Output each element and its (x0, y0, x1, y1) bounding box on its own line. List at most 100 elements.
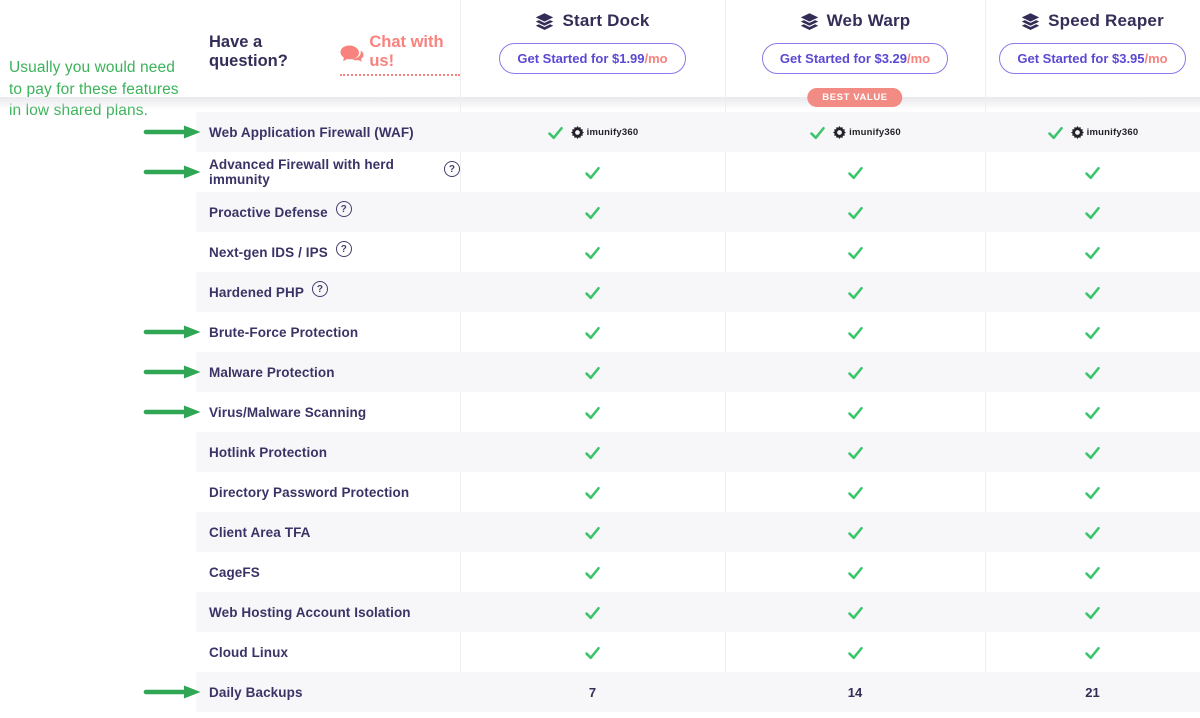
check-icon (847, 524, 864, 541)
layers-icon (1021, 12, 1040, 31)
feature-label: Virus/Malware Scanning (209, 404, 367, 420)
table-row: Daily Backups 7 14 21 (143, 672, 1200, 712)
plan-header-start-dock: Start Dock Get Started for $1.99/mo (460, 0, 725, 97)
plan-value-cell: imunify360 (460, 124, 725, 141)
plan-value-cell (460, 164, 725, 181)
plan-value-cell (725, 564, 985, 581)
check-icon (1084, 284, 1101, 301)
cta-label: Get Started for $3.95 (1017, 51, 1145, 66)
have-a-question-cell: Have a question? Chat with us! (196, 0, 460, 97)
table-header: Have a question? Chat with us! (196, 0, 1200, 107)
plan-value-cell (985, 404, 1200, 421)
question-circle-icon[interactable]: ? (335, 241, 352, 257)
plan-value-cell: 21 (985, 685, 1200, 700)
plan-value-cell (460, 284, 725, 301)
feature-label: Proactive Defense (209, 204, 328, 220)
feature-label-cell: Web Application Firewall (WAF) (196, 125, 460, 140)
feature-label: Cloud Linux (209, 644, 289, 660)
cta-per-month: /mo (644, 51, 668, 66)
feature-rows: Web Application Firewall (WAF) imunify360… (143, 112, 1200, 712)
plan-value-cell: 14 (725, 685, 985, 700)
layers-icon (535, 12, 554, 31)
plan-value-cell (460, 484, 725, 501)
plan-header-web-warp: Web Warp Get Started for $3.29/mo BEST V… (725, 0, 985, 107)
check-icon (584, 164, 601, 181)
plan-value-cell (725, 324, 985, 341)
plan-value-cell (725, 364, 985, 381)
annotation-arrow-icon (143, 325, 201, 339)
plan-value-cell (460, 324, 725, 341)
plan-name: Web Warp (826, 11, 911, 30)
plan-value-cell (985, 524, 1200, 541)
check-icon (847, 204, 864, 221)
check-icon (1084, 324, 1101, 341)
check-icon (584, 364, 601, 381)
feature-label: Web Application Firewall (WAF) (209, 124, 414, 140)
check-icon (1084, 164, 1101, 181)
feature-label: Malware Protection (209, 364, 335, 380)
check-icon (1084, 444, 1101, 461)
feature-label-cell: Daily Backups (196, 685, 460, 700)
question-circle-icon[interactable]: ? (444, 161, 460, 177)
plan-value-cell (985, 164, 1200, 181)
annotation-arrow-icon (143, 405, 201, 419)
table-row: Malware Protection (143, 352, 1200, 392)
check-icon (847, 444, 864, 461)
check-icon (584, 524, 601, 541)
feature-label-cell: Advanced Firewall with herd immunity? (196, 157, 460, 187)
cta-label: Get Started for $3.29 (779, 51, 908, 66)
get-started-button[interactable]: Get Started for $3.95/mo (999, 43, 1186, 74)
check-icon (584, 644, 601, 661)
check-icon (847, 364, 864, 381)
plan-value-cell (725, 524, 985, 541)
feature-label-cell: Proactive Defense? (196, 201, 460, 220)
chat-with-us-link[interactable]: Chat with us! (340, 33, 460, 76)
plan-value-cell (725, 444, 985, 461)
table-row: Directory Password Protection (196, 472, 1200, 512)
plan-value-cell (460, 564, 725, 581)
check-icon (1084, 404, 1101, 421)
table-row: Next-gen IDS / IPS? (196, 232, 1200, 272)
feature-label: Advanced Firewall with herd immunity (209, 157, 394, 187)
check-icon (584, 324, 601, 341)
plan-value-cell (725, 204, 985, 221)
question-circle-icon[interactable]: ? (335, 201, 352, 217)
check-icon (1084, 604, 1101, 621)
plan-value-cell (985, 484, 1200, 501)
get-started-button[interactable]: Get Started for $3.29/mo (761, 43, 949, 74)
plan-value-cell (985, 644, 1200, 661)
feature-label-cell: Brute-Force Protection (196, 325, 460, 340)
cta-label: Get Started for $1.99 (517, 51, 645, 66)
plan-value: 7 (588, 684, 597, 700)
imunify360-gear-icon (1070, 125, 1084, 139)
plan-value-cell (460, 364, 725, 381)
plan-value-cell (985, 444, 1200, 461)
check-icon (1084, 484, 1101, 501)
plan-header-speed-reaper: Speed Reaper Get Started for $3.95/mo (985, 0, 1200, 97)
plan-value-cell (985, 284, 1200, 301)
table-row: Virus/Malware Scanning (143, 392, 1200, 432)
table-row: Client Area TFA (196, 512, 1200, 552)
plan-value-cell (460, 524, 725, 541)
plan-value-cell (725, 604, 985, 621)
imunify360-gear-icon (833, 125, 847, 139)
annotation-arrow-icon (143, 125, 201, 139)
feature-label-cell: Web Hosting Account Isolation (196, 605, 460, 620)
plan-value-cell (460, 244, 725, 261)
check-icon (847, 564, 864, 581)
check-icon (847, 604, 864, 621)
table-row: Hotlink Protection (196, 432, 1200, 472)
imunify360-label: imunify360 (586, 126, 639, 138)
plan-value-cell: imunify360 (985, 124, 1200, 141)
check-icon (847, 164, 864, 181)
plan-name: Speed Reaper (1048, 11, 1164, 30)
get-started-button[interactable]: Get Started for $1.99/mo (499, 43, 686, 74)
annotation-arrow-icon (143, 365, 201, 379)
check-icon (1084, 244, 1101, 261)
plan-value-cell (725, 404, 985, 421)
plan-name: Start Dock (562, 11, 650, 30)
feature-label-cell: Cloud Linux (196, 645, 460, 660)
plan-value-cell (985, 564, 1200, 581)
plan-value-cell (725, 484, 985, 501)
question-circle-icon[interactable]: ? (311, 281, 328, 297)
